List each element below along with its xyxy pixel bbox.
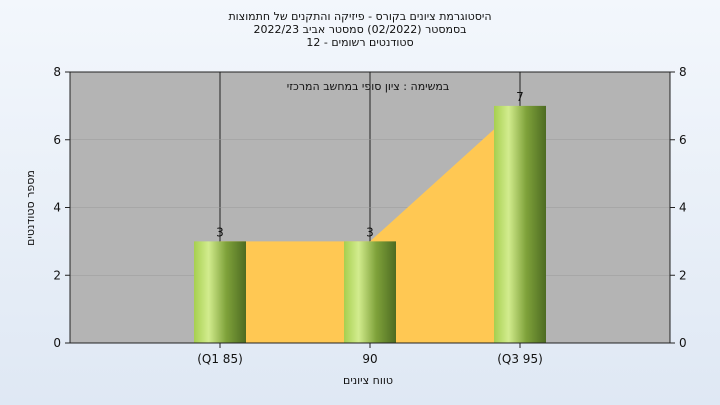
left-y-tick-label: 0 bbox=[53, 336, 61, 350]
x-axis-title: טווח ציונים bbox=[343, 374, 393, 387]
left-y-tick-label: 6 bbox=[53, 133, 61, 147]
bar-value-label: 3 bbox=[216, 225, 224, 239]
right-y-tick-label: 6 bbox=[679, 133, 687, 147]
left-y-axis-ticks: 0 2 4 6 8 bbox=[53, 65, 70, 350]
right-y-axis-ticks: 0 2 4 6 8 bbox=[670, 65, 687, 350]
left-y-tick-label: 4 bbox=[53, 201, 61, 215]
bars bbox=[194, 105, 546, 343]
x-axis-ticks: (Q1 85) 90 (Q3 95) bbox=[197, 343, 543, 366]
left-y-tick-label: 8 bbox=[53, 65, 61, 79]
y-axis-title: מספר סטודנטים bbox=[24, 170, 37, 246]
x-tick-label: 90 bbox=[362, 352, 377, 366]
data-labels: 3 3 7 bbox=[216, 90, 524, 240]
right-y-tick-label: 0 bbox=[679, 336, 687, 350]
bar-1 bbox=[194, 241, 246, 343]
right-y-tick-label: 2 bbox=[679, 268, 687, 282]
right-y-tick-label: 4 bbox=[679, 201, 687, 215]
bar-3 bbox=[494, 105, 546, 343]
bar-value-label: 3 bbox=[366, 225, 374, 239]
chart-title-line-1: היסטוגרמת ציונים בקורס - פיזיקה והתקנים … bbox=[228, 10, 491, 23]
chart-title-line-3: סטודנטים רשומים - 12 bbox=[306, 36, 413, 49]
area-series bbox=[220, 105, 520, 343]
left-y-tick-label: 2 bbox=[53, 268, 61, 282]
chart-title-line-2: בסמסטר (02/2022) סמסטר אביב 2022/23 bbox=[253, 23, 466, 36]
right-y-tick-label: 8 bbox=[679, 65, 687, 79]
bar-2 bbox=[344, 241, 396, 343]
x-tick-label: (Q3 95) bbox=[497, 352, 543, 366]
chart-annotation: במשימה : ציון סופי במחשב המרכזי bbox=[287, 80, 450, 93]
x-tick-label: (Q1 85) bbox=[197, 352, 243, 366]
bar-value-label: 7 bbox=[516, 90, 524, 104]
